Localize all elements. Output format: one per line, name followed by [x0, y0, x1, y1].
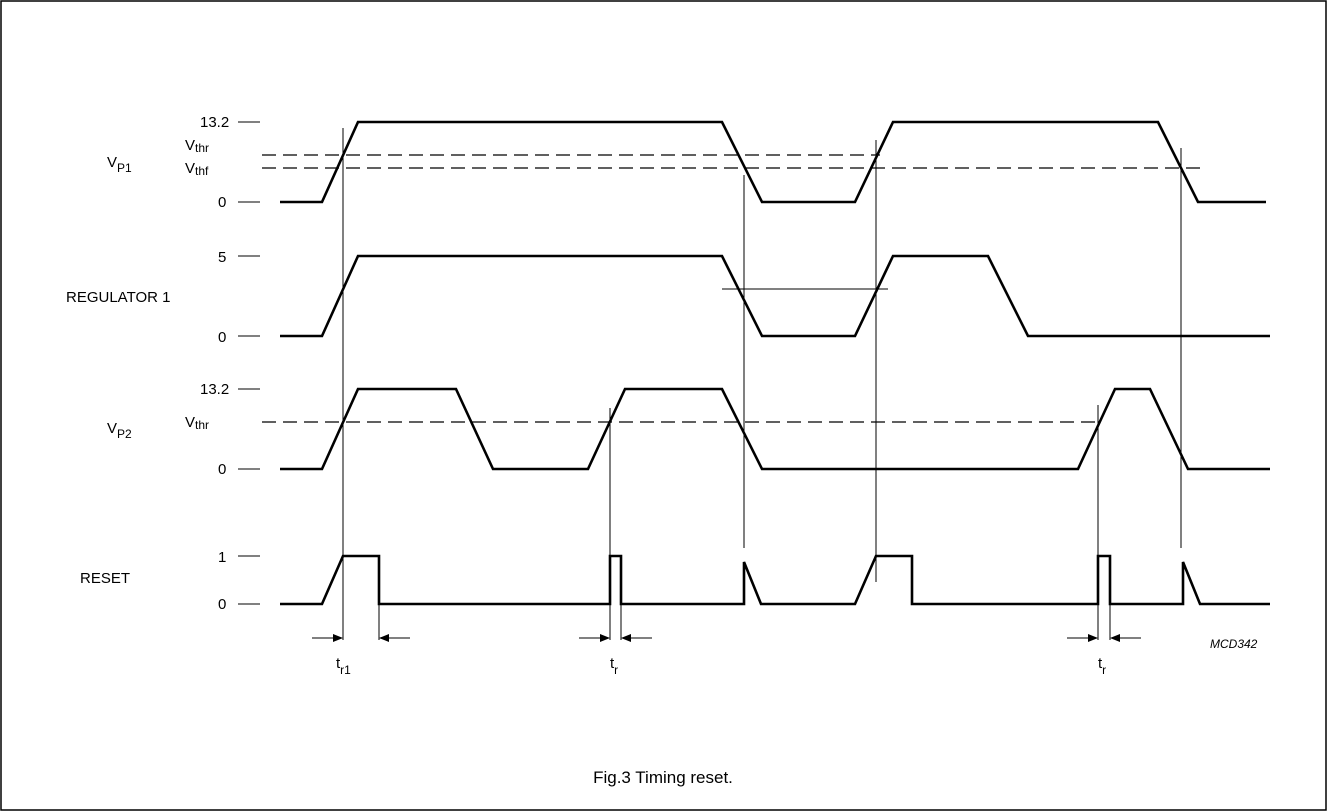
reg1-label: REGULATOR 1 [66, 289, 170, 306]
vp1-axis: VP1 13.2 Vthr Vthf 0 [107, 114, 260, 211]
figure-code: MCD342 [1210, 637, 1258, 651]
vp1-label: VP1 [107, 154, 132, 175]
vp2-level-low: 0 [218, 461, 226, 478]
vp1-level-low: 0 [218, 194, 226, 211]
vp2-level-high: 13.2 [200, 381, 229, 398]
reg1-level-high: 5 [218, 249, 226, 266]
reset-waveform [280, 554, 1270, 606]
tr-label-a: tr [610, 655, 618, 677]
tr1-dimension: tr1 [312, 634, 410, 677]
reset-level-high: 1 [218, 549, 226, 566]
vp2-label: VP2 [107, 420, 132, 441]
reference-lines [342, 128, 1182, 640]
reset-level-low: 0 [218, 596, 226, 613]
reset-axis: 1 RESET 0 [80, 549, 260, 613]
tr-dimension-b: tr [1067, 634, 1141, 677]
vp2-axis: 13.2 VP2 Vthr 0 [107, 381, 260, 478]
vp2-vthr-label: Vthr [185, 414, 209, 432]
vp1-vthr-label: Vthr [185, 137, 209, 155]
reset-label: RESET [80, 570, 130, 587]
reg1-waveform [280, 254, 1270, 338]
tr-dimension-a: tr [579, 634, 652, 677]
figure-caption: Fig.3 Timing reset. [593, 768, 733, 787]
vp1-waveform [280, 120, 1266, 204]
vp2-waveform [280, 387, 1270, 471]
reg1-level-low: 0 [218, 329, 226, 346]
tr-label-b: tr [1098, 655, 1106, 677]
tr1-label: tr1 [336, 655, 351, 677]
reg1-axis: 5 REGULATOR 1 0 [66, 249, 260, 346]
vp1-vthf-label: Vthf [185, 160, 209, 178]
vp1-level-high: 13.2 [200, 114, 229, 131]
